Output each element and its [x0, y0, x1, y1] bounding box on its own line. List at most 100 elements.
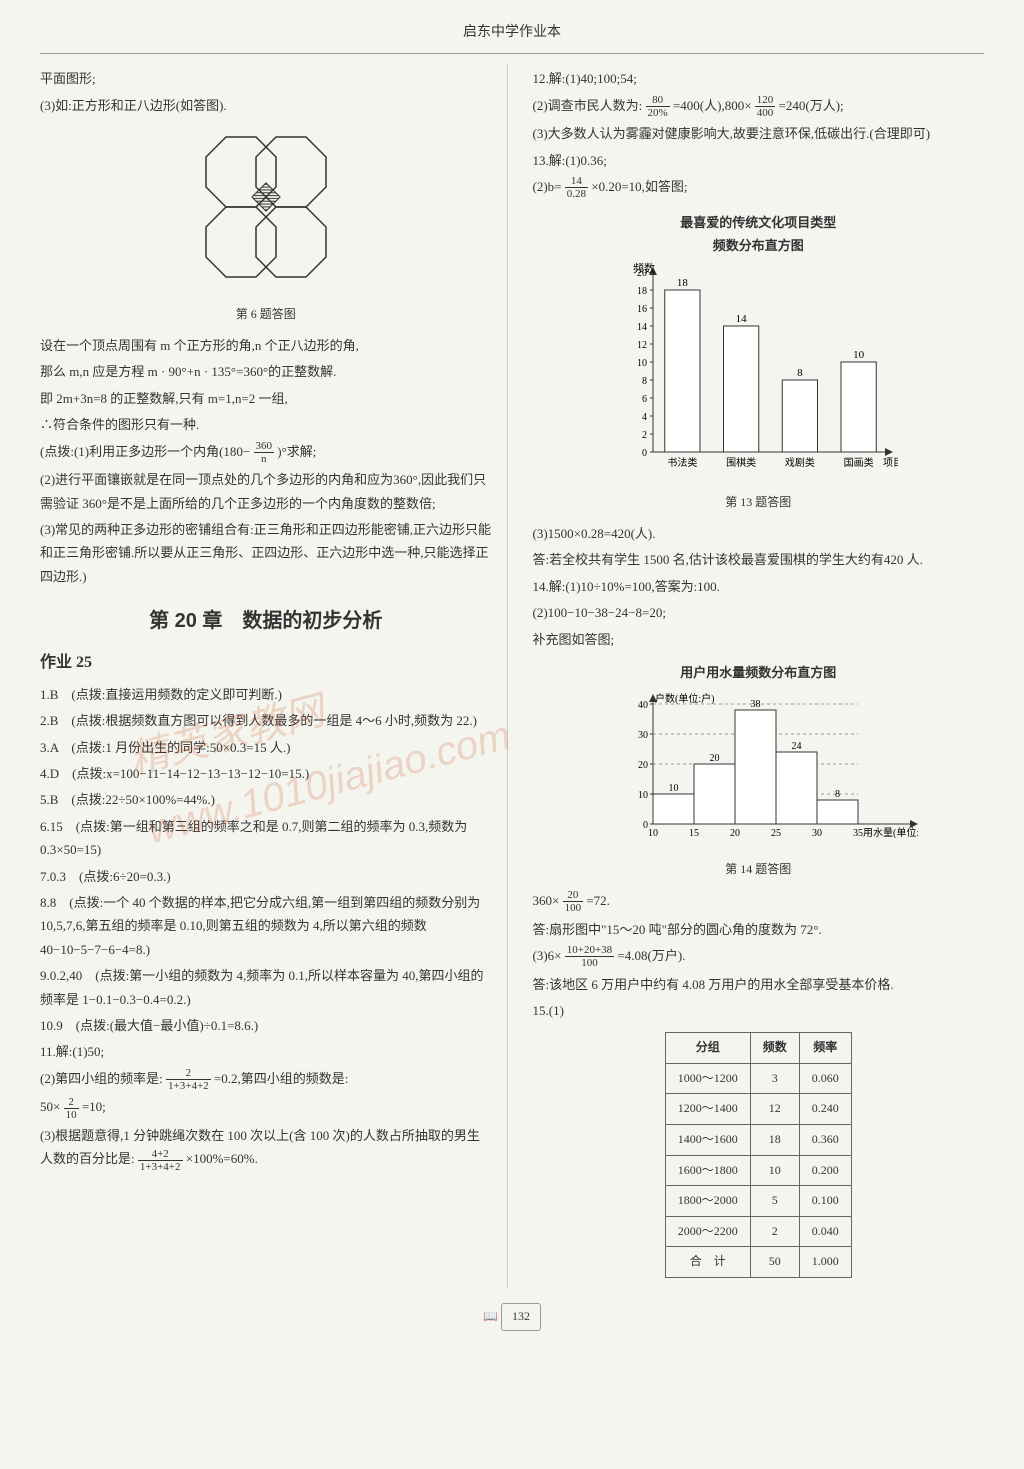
text-line: (2)进行平面镶嵌就是在同一顶点处的几个多边形的内角和应为360°,因此我们只需…: [40, 468, 492, 515]
right-column: 12.解:(1)40;100;54; (2)调查市民人数为: 8020% =40…: [528, 64, 985, 1288]
table-cell: 1800～2000: [665, 1186, 750, 1217]
answer-list: 1.B (点拨:直接运用频数的定义即可判断.)2.B (点拨:根据频数直方图可以…: [40, 683, 492, 1064]
table-cell: 1000～1200: [665, 1063, 750, 1094]
svg-text:20: 20: [730, 828, 740, 839]
fraction: 140.28: [565, 175, 588, 200]
text: (点拨:(1)利用正多边形一个内角(180−: [40, 444, 250, 459]
table-cell: 合 计: [665, 1247, 750, 1278]
table-cell: 18: [750, 1125, 799, 1156]
answer-line: 6.15 (点拨:第一组和第三组的频率之和是 0.7,则第二组的频率为 0.3,…: [40, 815, 492, 862]
table-cell: 1400～1600: [665, 1125, 750, 1156]
figure-caption: 第 14 题答图: [533, 859, 985, 881]
svg-text:40: 40: [638, 700, 648, 711]
text: =4.08(万户).: [617, 948, 685, 963]
table-cell: 0.240: [799, 1094, 851, 1125]
table-row: 2000～220020.040: [665, 1216, 851, 1247]
table-cell: 3: [750, 1063, 799, 1094]
text-line: (3)6× 10+20+38100 =4.08(万户).: [533, 944, 985, 970]
bar-chart-svg: 02468101214161820频数18书法类14围棋类8戏剧类10国画类项目…: [618, 262, 898, 482]
homework-title: 作业 25: [40, 649, 492, 678]
svg-text:14: 14: [736, 313, 748, 325]
table-header: 频数: [750, 1033, 799, 1064]
fraction: 4+21+3+4+2: [138, 1148, 183, 1173]
svg-text:24: 24: [792, 741, 802, 752]
frequency-table: 分组频数频率1000～120030.0601200～1400120.240140…: [665, 1032, 852, 1278]
table-cell: 0.060: [799, 1063, 851, 1094]
text-line: ∴符合条件的图形只有一种.: [40, 413, 492, 436]
text: (3)根据题意得,1 分钟跳绳次数在 100 次以上(含 100 次)的人数占所…: [40, 1128, 480, 1166]
svg-text:围棋类: 围棋类: [726, 456, 756, 469]
left-column: 平面图形; (3)如:正方形和正八边形(如答图).: [40, 64, 508, 1288]
text-line: 答:若全校共有学生 1500 名,估计该校最喜爱围棋的学生大约有420 人.: [533, 548, 985, 571]
svg-text:15: 15: [689, 828, 699, 839]
svg-text:10: 10: [648, 828, 658, 839]
text: (3)6×: [533, 948, 562, 963]
text: =0.2,第四小组的频数是:: [214, 1071, 348, 1086]
text-line: 12.解:(1)40;100;54;: [533, 67, 985, 90]
table-cell: 1.000: [799, 1247, 851, 1278]
text-line: (2)调查市民人数为: 8020% =400(人),800× 120400 =2…: [533, 94, 985, 120]
text-line: 那么 m,n 应是方程 m · 90°+n · 135°=360°的正整数解.: [40, 360, 492, 383]
table-cell: 1200～1400: [665, 1094, 750, 1125]
svg-text:4: 4: [642, 412, 647, 423]
svg-text:书法类: 书法类: [668, 456, 698, 469]
text: (2)调查市民人数为:: [533, 98, 643, 113]
text-line: 答:该地区 6 万用户中约有 4.08 万用户的用水全部享受基本价格.: [533, 973, 985, 996]
svg-text:30: 30: [638, 730, 648, 741]
table-cell: 2: [750, 1216, 799, 1247]
text-line: 补充图如答图;: [533, 628, 985, 651]
text: ×100%=60%.: [186, 1151, 258, 1166]
table-cell: 0.100: [799, 1186, 851, 1217]
text: =240(万人);: [779, 98, 844, 113]
fraction: 8020%: [646, 94, 670, 119]
svg-text:16: 16: [637, 304, 647, 315]
fraction: 20100: [563, 889, 584, 914]
book-icon: 📖: [483, 1309, 498, 1323]
svg-text:12: 12: [637, 340, 647, 351]
text: (2)第四小组的频率是:: [40, 1071, 163, 1086]
table-row: 1600～1800100.200: [665, 1155, 851, 1186]
answer-line: 7.0.3 (点拨:6÷20=0.3.): [40, 865, 492, 888]
text-line: 360× 20100 =72.: [533, 889, 985, 915]
answer-line: 1.B (点拨:直接运用频数的定义即可判断.): [40, 683, 492, 706]
svg-text:频数: 频数: [633, 262, 655, 275]
table-row: 1800～200050.100: [665, 1186, 851, 1217]
text: =400(人),800×: [673, 98, 752, 113]
text: (2)b=: [533, 179, 562, 194]
table-cell: 5: [750, 1186, 799, 1217]
svg-text:6: 6: [642, 394, 647, 405]
table-cell: 0.360: [799, 1125, 851, 1156]
table-header: 频率: [799, 1033, 851, 1064]
table-cell: 0.200: [799, 1155, 851, 1186]
svg-text:35: 35: [853, 828, 863, 839]
text-line: (2)第四小组的频率是: 21+3+4+2 =0.2,第四小组的频数是:: [40, 1067, 492, 1093]
svg-text:10: 10: [669, 783, 679, 794]
svg-text:10: 10: [637, 358, 647, 369]
svg-text:2: 2: [642, 430, 647, 441]
table-row: 1000～120030.060: [665, 1063, 851, 1094]
answer-line: 4.D (点拨:x=100−11−14−12−13−13−12−10=15.): [40, 762, 492, 785]
svg-text:18: 18: [677, 277, 689, 289]
text-line: 14.解:(1)10÷10%=100,答案为:100.: [533, 575, 985, 598]
table-cell: 12: [750, 1094, 799, 1125]
table-header: 分组: [665, 1033, 750, 1064]
svg-text:户数(单位:户): 户数(单位:户): [655, 692, 714, 705]
text-line: 50× 210 =10;: [40, 1095, 492, 1121]
fraction: 21+3+4+2: [166, 1067, 211, 1092]
svg-text:25: 25: [771, 828, 781, 839]
text: 360×: [533, 893, 560, 908]
fraction: 10+20+38100: [565, 944, 614, 969]
text-line: (3)如:正方形和正八边形(如答图).: [40, 94, 492, 117]
answer-line: 8.8 (点拨:一个 40 个数据的样本,把它分成六组,第一组到第四组的频数分别…: [40, 891, 492, 961]
text-line: (3)常见的两种正多边形的密铺组合有:正三角形和正四边形能密铺,正六边形只能和正…: [40, 518, 492, 588]
svg-text:10: 10: [638, 790, 648, 801]
page-title: 启东中学作业本: [40, 20, 984, 54]
svg-text:38: 38: [751, 699, 761, 710]
text: =72.: [586, 893, 610, 908]
svg-text:8: 8: [835, 789, 840, 800]
histogram-svg: 010203040户数(单位:户)102038248101520253035用水…: [618, 689, 918, 849]
octagon-tiling-figure: [40, 127, 492, 294]
answer-line: 3.A (点拨:1 月份出生的同学:50×0.3=15 人.): [40, 736, 492, 759]
page-number: 132: [501, 1303, 541, 1331]
table-cell: 10: [750, 1155, 799, 1186]
